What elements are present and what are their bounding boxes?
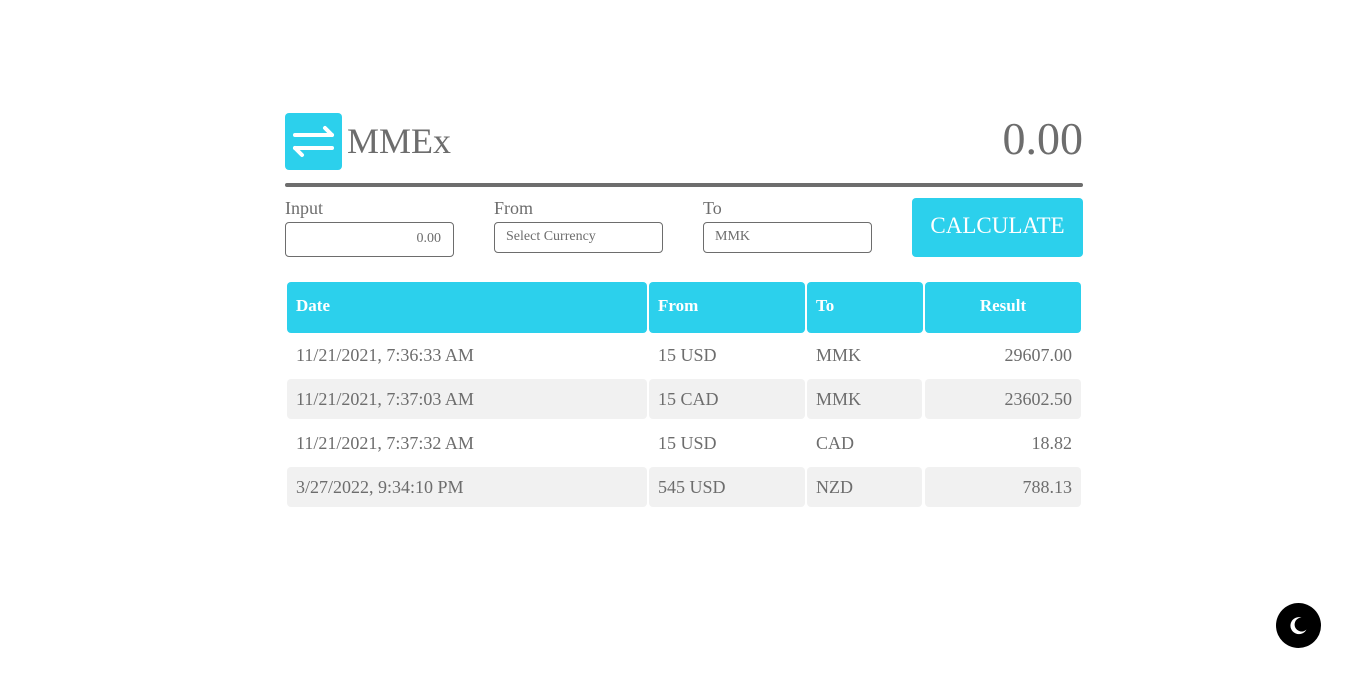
from-field-group: From Select Currency — [494, 198, 663, 253]
from-label: From — [494, 198, 534, 218]
header-date: Date — [287, 282, 647, 333]
cell-to: NZD — [807, 467, 922, 507]
table-row: 11/21/2021, 7:37:03 AM 15 CAD MMK 23602.… — [285, 377, 1083, 421]
input-field-group: Input 0.00 — [285, 198, 454, 257]
table-row: 11/21/2021, 7:37:32 AM 15 USD CAD 18.82 — [285, 421, 1083, 465]
moon-icon — [1290, 617, 1307, 635]
cell-result: 29607.00 — [1004, 345, 1073, 365]
header-from: From — [649, 282, 805, 333]
cell-to: CAD — [816, 433, 855, 453]
table-row: 11/21/2021, 7:36:33 AM 15 USD MMK 29607.… — [285, 333, 1083, 377]
theme-toggle-button[interactable] — [1276, 603, 1321, 648]
to-label: To — [703, 198, 722, 218]
from-currency-select[interactable]: Select Currency — [494, 222, 663, 253]
swap-arrows-icon — [293, 126, 334, 157]
cell-to: MMK — [816, 345, 862, 365]
cell-from: 15 USD — [658, 433, 717, 453]
cell-result: 23602.50 — [925, 379, 1081, 419]
cell-result: 18.82 — [1031, 433, 1073, 453]
app-title: MMEx — [347, 121, 452, 161]
history-table: Date From To Result 11/21/2021, 7:36:33 … — [285, 280, 1083, 509]
header-divider — [285, 183, 1083, 187]
calculate-button[interactable]: CALCULATE — [912, 198, 1083, 257]
input-label: Input — [285, 198, 323, 218]
logo — [285, 113, 342, 170]
cell-from: 15 CAD — [649, 379, 805, 419]
header-result: Result — [925, 282, 1081, 333]
to-currency-select[interactable]: MMK — [703, 222, 872, 253]
cell-date: 11/21/2021, 7:37:03 AM — [287, 379, 647, 419]
table-row: 3/27/2022, 9:34:10 PM 545 USD NZD 788.13 — [285, 465, 1083, 509]
cell-to: MMK — [807, 379, 922, 419]
to-field-group: To MMK — [703, 198, 872, 253]
cell-result: 788.13 — [925, 467, 1081, 507]
cell-date: 3/27/2022, 9:34:10 PM — [287, 467, 647, 507]
cell-from: 15 USD — [658, 345, 717, 365]
converter-form: Input 0.00 From Select Currency To MMK C… — [285, 198, 1083, 258]
result-total: 0.00 — [1002, 113, 1084, 164]
amount-input[interactable]: 0.00 — [285, 222, 454, 257]
table-header-row: Date From To Result — [285, 280, 1083, 333]
cell-date: 11/21/2021, 7:36:33 AM — [296, 345, 474, 365]
cell-date: 11/21/2021, 7:37:32 AM — [296, 433, 474, 453]
header-to: To — [807, 282, 923, 333]
header: MMEx 0.00 — [285, 113, 1083, 170]
app-container: MMEx 0.00 Input 0.00 From Select Currenc… — [285, 113, 1083, 507]
cell-from: 545 USD — [649, 467, 805, 507]
